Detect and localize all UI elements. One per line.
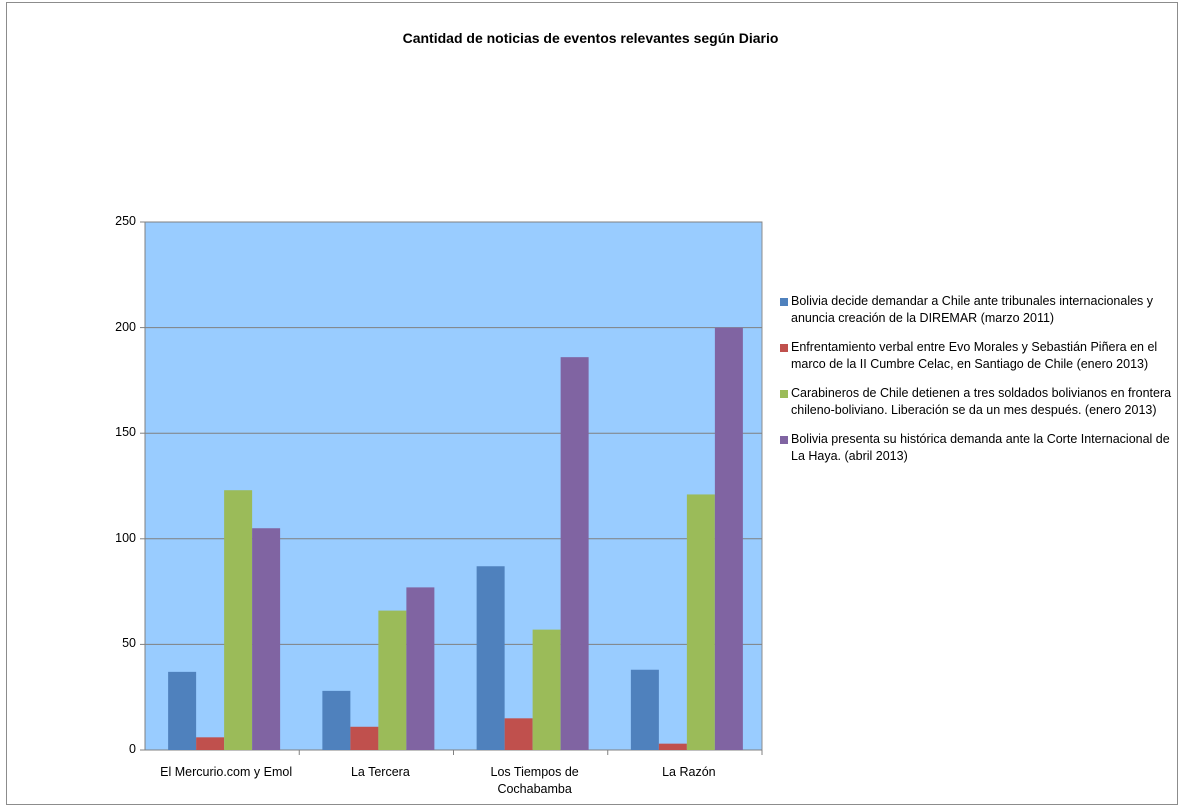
legend-item: Bolivia presenta su histórica demanda an…	[780, 431, 1172, 465]
legend-item: Enfrentamiento verbal entre Evo Morales …	[780, 339, 1172, 373]
bar-0-3	[252, 528, 281, 750]
bar-3-1	[658, 743, 687, 750]
legend-label: Bolivia decide demandar a Chile ante tri…	[791, 294, 1154, 325]
bar-3-3	[714, 327, 743, 750]
y-tick-label: 200	[115, 319, 136, 334]
legend-swatch	[780, 436, 788, 444]
legend-swatch	[780, 390, 788, 398]
bar-1-0	[322, 690, 351, 750]
legend-swatch	[780, 344, 788, 352]
bar-0-0	[168, 671, 197, 750]
x-category-label: Los Tiempos de Cochabamba	[490, 765, 579, 796]
x-category-label: El Mercurio.com y Emol	[160, 765, 293, 779]
legend-item: Bolivia decide demandar a Chile ante tri…	[780, 293, 1172, 327]
bar-1-1	[350, 726, 379, 750]
bar-2-0	[476, 566, 505, 750]
bar-0-2	[224, 490, 253, 750]
y-tick-label: 50	[122, 636, 136, 651]
y-tick-label: 0	[129, 742, 136, 756]
legend-label: Carabineros de Chile detienen a tres sol…	[791, 386, 1172, 417]
bar-0-1	[196, 737, 225, 750]
bar-3-2	[686, 494, 715, 750]
bar-1-3	[406, 587, 435, 750]
bar-2-2	[532, 629, 561, 750]
legend-swatch	[780, 298, 788, 306]
bar-2-1	[504, 718, 533, 750]
legend-item: Carabineros de Chile detienen a tres sol…	[780, 385, 1172, 419]
bar-3-0	[630, 669, 659, 750]
chart-title: Cantidad de noticias de eventos relevant…	[402, 30, 779, 46]
y-tick-label: 150	[115, 425, 136, 440]
y-tick-label: 100	[115, 530, 136, 545]
bar-1-2	[378, 610, 407, 750]
legend-label: Bolivia presenta su histórica demanda an…	[791, 432, 1170, 463]
x-category-label: La Razón	[662, 765, 716, 779]
chart-legend: Bolivia decide demandar a Chile ante tri…	[780, 293, 1172, 477]
x-category-label: La Tercera	[350, 765, 410, 779]
bar-2-3	[560, 357, 589, 750]
y-tick-label: 250	[115, 214, 136, 228]
legend-label: Enfrentamiento verbal entre Evo Morales …	[791, 340, 1158, 371]
